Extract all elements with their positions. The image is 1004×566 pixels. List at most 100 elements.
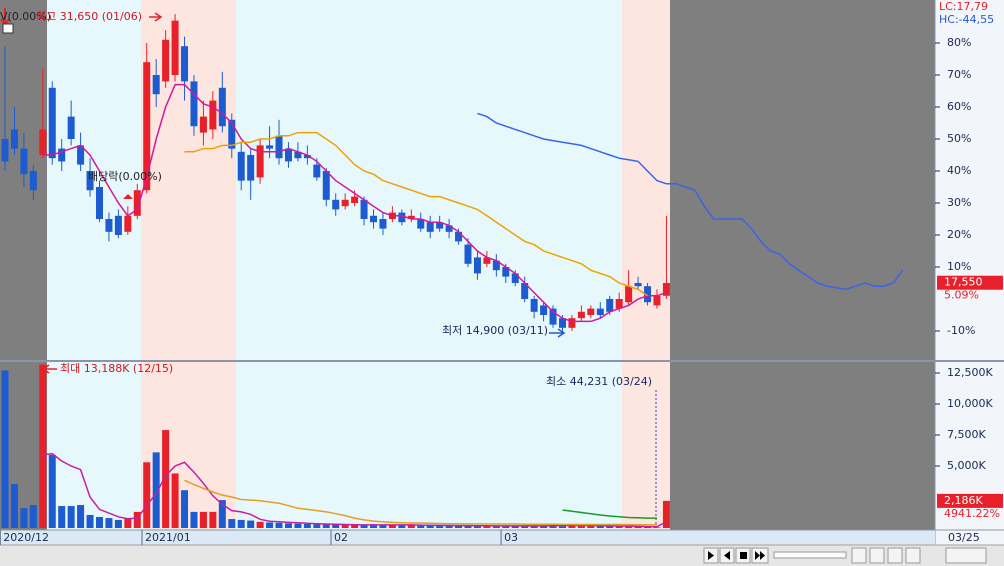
volume-bar [615, 526, 623, 528]
candle-body [426, 222, 434, 232]
candle-body [492, 260, 500, 271]
volume-bar [294, 523, 302, 528]
volume-bar [20, 508, 28, 528]
volume-bar [596, 525, 604, 528]
volume-bar [502, 526, 510, 528]
y-tick-label: 10% [947, 260, 971, 273]
volume-bar [653, 527, 661, 528]
candle-body [502, 267, 510, 277]
shade-blue [47, 0, 141, 530]
volume-bar [351, 525, 359, 528]
ma-line [477, 112, 904, 291]
volume-bar [303, 523, 311, 528]
y-tick-label: 80% [947, 36, 971, 49]
y-tick-label: 50% [947, 132, 971, 145]
annotation: 최대 13,188K (12/15) [60, 362, 173, 375]
button-zoom-in[interactable] [869, 547, 885, 564]
candle-body [379, 219, 387, 229]
volume-bar [313, 524, 321, 528]
volume-bar [407, 525, 415, 528]
annotation: 최소 44,231 (03/24) [546, 375, 652, 388]
candle-body [209, 100, 217, 130]
candle-body [521, 283, 529, 300]
volume-bar [426, 525, 434, 528]
candle-body [152, 75, 160, 95]
candle-body [615, 299, 623, 309]
candle-body [124, 215, 132, 232]
volume-bar [530, 525, 538, 528]
candle-body [48, 87, 56, 159]
volume-bar [171, 473, 179, 528]
volume-bar [48, 454, 56, 528]
volume-bar [114, 519, 122, 528]
candle-body [133, 190, 141, 216]
button-zoom-out[interactable] [851, 547, 867, 564]
candle-body [294, 151, 302, 159]
candle-body [181, 46, 189, 82]
candle-body [360, 199, 368, 220]
volume-bar [1, 370, 9, 528]
candle-body [275, 135, 283, 159]
shade-grey [670, 0, 935, 530]
candle-body [256, 145, 264, 178]
status-label: HC:-44,55 [939, 13, 994, 26]
y-tick-label: 5,000K [947, 459, 986, 472]
volume-bar [95, 516, 103, 528]
button-fit[interactable] [887, 547, 903, 564]
x-axis [0, 530, 935, 545]
calendar-icon [2, 23, 14, 34]
x-tick-label: 03 [504, 531, 518, 544]
x-tick-label: 2020/12 [3, 531, 49, 544]
volume-bar [266, 522, 274, 528]
volume-bar [190, 511, 198, 528]
icon [708, 551, 714, 560]
volume-bar [58, 506, 66, 528]
candle-body [483, 257, 491, 264]
annotation: 최고 31,650 (01/06) [36, 10, 142, 23]
candle-body [67, 116, 75, 140]
last-price: 17,550 [944, 276, 983, 289]
volume-bar [218, 500, 226, 528]
annotation: 최저 14,900 (03/11) [442, 324, 548, 337]
date-label: 03/25 [948, 531, 980, 544]
annotation: V(0.00%) [0, 10, 51, 23]
candle-body [266, 145, 274, 149]
y-tick-label: 10,000K [947, 397, 993, 410]
volume-bar [455, 525, 463, 528]
arrow [549, 328, 566, 338]
shade-pink [622, 0, 670, 530]
y-tick-label: 70% [947, 68, 971, 81]
zoom-slider[interactable] [773, 551, 847, 559]
y-tick-label: 60% [947, 100, 971, 113]
candle-body [190, 81, 198, 127]
volume-bar [625, 526, 633, 528]
volume-bar [322, 524, 330, 528]
x-tick-label: 02 [334, 531, 348, 544]
button-option[interactable] [905, 547, 921, 564]
volume-bar [464, 525, 472, 528]
candle-body [105, 219, 113, 232]
volume-bar [77, 505, 85, 528]
candle-body [10, 129, 18, 149]
volume-bar [29, 505, 37, 528]
volume-bar [634, 526, 642, 528]
candle-body [20, 148, 28, 175]
candle-body [634, 283, 642, 287]
status-label: LC:17,79 [939, 0, 988, 13]
candle-body [653, 295, 661, 306]
candle-body [162, 39, 170, 82]
volume-bar [39, 364, 47, 528]
volume-bar [662, 500, 670, 528]
candle-body [398, 212, 406, 223]
volume-bar [10, 483, 18, 528]
candle-body [625, 286, 633, 303]
button-scroll[interactable] [945, 547, 987, 564]
volume-bar [133, 511, 141, 528]
volume-bar [379, 524, 387, 528]
volume-bar [105, 518, 113, 528]
candle-body [407, 215, 415, 220]
volume-bar [181, 490, 189, 528]
candle-body [540, 305, 548, 316]
ma-line [562, 509, 657, 519]
volume-bar [247, 520, 255, 528]
